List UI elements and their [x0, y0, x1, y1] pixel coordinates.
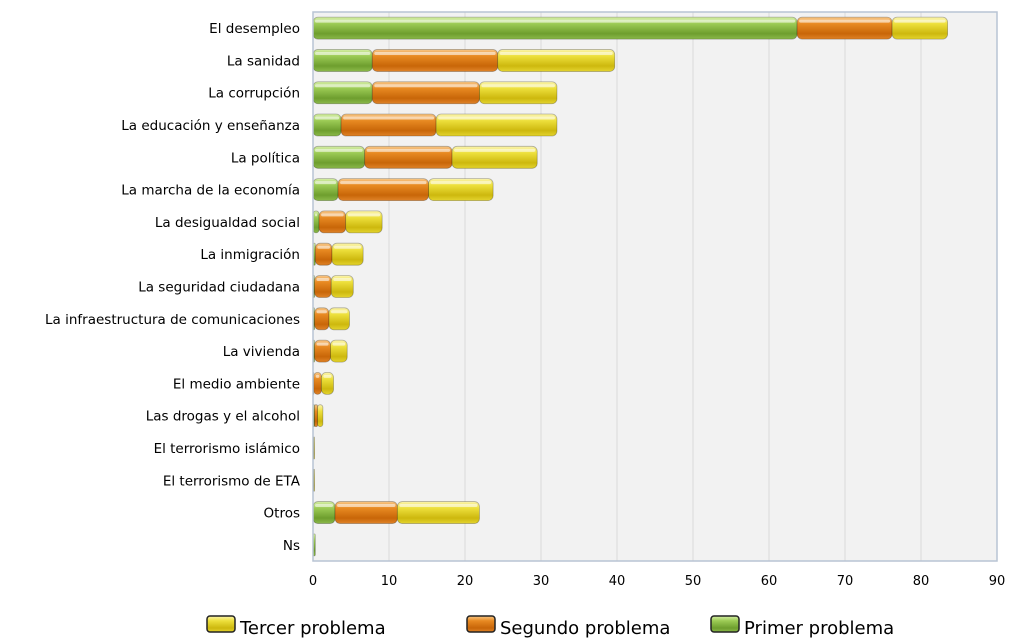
category-label: La corrupción — [208, 86, 300, 102]
category-label: La seguridad ciudadana — [138, 280, 300, 296]
bar-la-marcha-de-la-economia-tercer-problema — [428, 178, 494, 202]
bar-la-politica-segundo-problema — [364, 145, 453, 169]
bar-la-desigualdad-social-segundo-problema — [318, 210, 347, 234]
bar-la-vivienda-tercer-problema — [330, 339, 348, 363]
x-tick-label: 0 — [309, 574, 317, 589]
category-label: El desempleo — [209, 21, 300, 37]
bars — [312, 16, 948, 557]
legend-label: Tercer problema — [239, 618, 386, 639]
x-tick-label: 60 — [761, 574, 778, 589]
bar-la-sanidad-segundo-problema — [371, 49, 499, 72]
bar-la-educacion-y-ensenanza-segundo-problema — [340, 113, 437, 137]
bar-la-seguridad-ciudadana-segundo-problema — [314, 275, 332, 298]
bar-la-inmigracion-tercer-problema — [331, 242, 364, 266]
category-label: La infraestructura de comunicaciones — [45, 312, 300, 328]
bar-el-medio-ambiente-segundo-problema — [313, 371, 322, 395]
bar-el-desempleo-segundo-problema — [796, 16, 893, 40]
bar-la-corrupcion-primer-problema — [312, 81, 373, 105]
x-tick-label: 80 — [913, 574, 930, 589]
bar-la-politica-tercer-problema — [451, 145, 538, 169]
category-labels: El desempleo La sanidad La corrupción La ed… — [45, 21, 301, 554]
plot-frame — [312, 11, 998, 562]
legend-item-tercer-problema: Tercer problema — [206, 615, 386, 639]
category-label: La sanidad — [227, 53, 300, 69]
bar-la-educacion-y-ensenanza-primer-problema — [312, 113, 342, 137]
bar-las-drogas-y-el-alcohol-tercer-problema — [317, 404, 324, 428]
bar-la-educacion-y-ensenanza-tercer-problema — [435, 113, 558, 137]
bar-la-corrupcion-tercer-problema — [479, 81, 558, 105]
bar-la-politica-primer-problema — [312, 145, 366, 169]
bar-la-marcha-de-la-economia-segundo-problema — [337, 178, 429, 202]
bar-la-inmigracion-segundo-problema — [314, 242, 333, 266]
category-label: Otros — [264, 506, 300, 522]
legend-swatch — [206, 615, 236, 633]
bar-las-drogas-y-el-alcohol-segundo-problema — [314, 404, 318, 428]
bar-la-seguridad-ciudadana-tercer-problema — [330, 275, 354, 298]
category-label: El terrorismo islámico — [154, 441, 300, 457]
category-label: La vivienda — [223, 344, 300, 360]
x-tick-label: 10 — [381, 574, 398, 589]
x-axis-tick-labels: 0 10 20 30 40 50 60 70 80 90 — [309, 574, 1005, 589]
legend-item-segundo-problema: Segundo problema — [466, 615, 670, 639]
bar-el-terrorismo-de-eta-tercer-problema — [313, 468, 315, 492]
bar-la-vivienda-segundo-problema — [314, 339, 331, 363]
bar-la-sanidad-primer-problema — [312, 49, 373, 72]
bar-la-marcha-de-la-economia-primer-problema — [312, 178, 339, 202]
category-label: El terrorismo de ETA — [163, 473, 301, 489]
bar-el-medio-ambiente-tercer-problema — [320, 371, 334, 395]
category-label: La marcha de la economía — [121, 183, 300, 199]
bar-el-desempleo-primer-problema — [312, 16, 798, 40]
bar-otros-tercer-problema — [396, 501, 480, 524]
legend-swatch — [466, 615, 496, 633]
bar-la-desigualdad-social-primer-problema — [312, 210, 320, 234]
x-tick-label: 70 — [837, 574, 854, 589]
category-label: Ns — [283, 538, 300, 554]
bar-la-desigualdad-social-tercer-problema — [345, 210, 383, 234]
bar-otros-segundo-problema — [334, 501, 398, 524]
x-tick-label: 40 — [609, 574, 626, 589]
plot-border — [312, 11, 998, 562]
x-tick-label: 30 — [533, 574, 550, 589]
bar-la-infraestructura-de-comunicaciones-segundo-problema — [314, 307, 330, 331]
bar-la-corrupcion-segundo-problema — [371, 81, 480, 105]
category-label: Las drogas y el alcohol — [146, 409, 300, 425]
category-label: La inmigración — [200, 247, 300, 263]
bar-la-sanidad-tercer-problema — [497, 49, 616, 72]
category-label: La desigualdad social — [155, 215, 300, 231]
legend-label: Segundo problema — [500, 618, 670, 639]
category-label: El medio ambiente — [173, 376, 300, 392]
category-label: La educación y enseñanza — [121, 118, 300, 134]
legend-label: Primer problema — [744, 618, 894, 639]
legend-item-primer-problema: Primer problema — [710, 615, 894, 639]
bar-la-infraestructura-de-comunicaciones-tercer-problema — [328, 307, 350, 331]
x-tick-label: 20 — [457, 574, 474, 589]
bar-otros-primer-problema — [312, 501, 336, 524]
x-tick-label: 90 — [989, 574, 1006, 589]
legend-swatch — [710, 615, 740, 633]
bar-el-desempleo-tercer-problema — [891, 16, 948, 40]
x-tick-label: 50 — [685, 574, 702, 589]
legend: Tercer problema Segundo problema Primer pr… — [206, 615, 894, 639]
bar-el-terrorismo-islamico-tercer-problema — [313, 436, 315, 460]
category-label: La política — [231, 150, 300, 166]
